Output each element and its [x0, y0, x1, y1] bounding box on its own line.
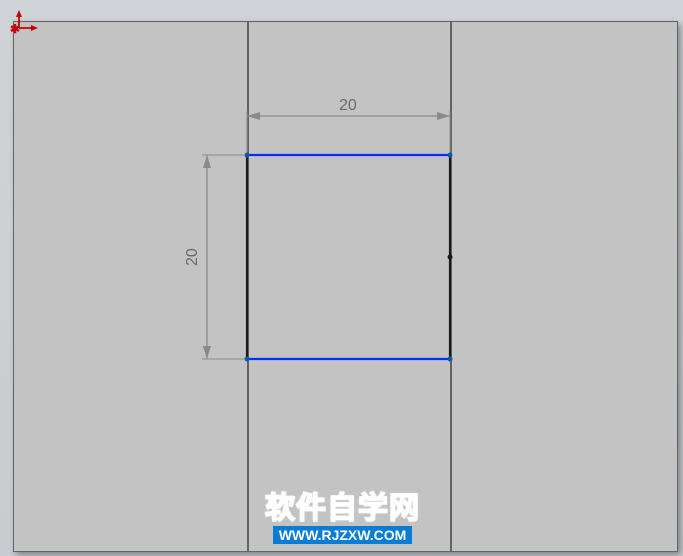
dimension-horizontal[interactable]: 20	[247, 97, 450, 152]
svg-text:✱: ✱	[10, 22, 20, 36]
midpoint-dot[interactable]	[448, 255, 453, 260]
watermark-main: 软件自学网	[265, 483, 420, 527]
corner-dot[interactable]	[245, 153, 250, 158]
watermark-url: WWW.RJZXW.COM	[273, 526, 413, 544]
origin-icon: ✱	[8, 10, 48, 45]
watermark: 软件自学网 WWW.RJZXW.COM	[265, 483, 420, 545]
corner-dot[interactable]	[245, 357, 250, 362]
dimension-vertical[interactable]: 20	[184, 155, 244, 359]
dim-h-value: 20	[339, 97, 357, 114]
dim-v-value: 20	[184, 248, 201, 266]
sketch-layer[interactable]: 20 20	[13, 21, 678, 552]
corner-dot[interactable]	[448, 153, 453, 158]
corner-dot[interactable]	[448, 357, 453, 362]
